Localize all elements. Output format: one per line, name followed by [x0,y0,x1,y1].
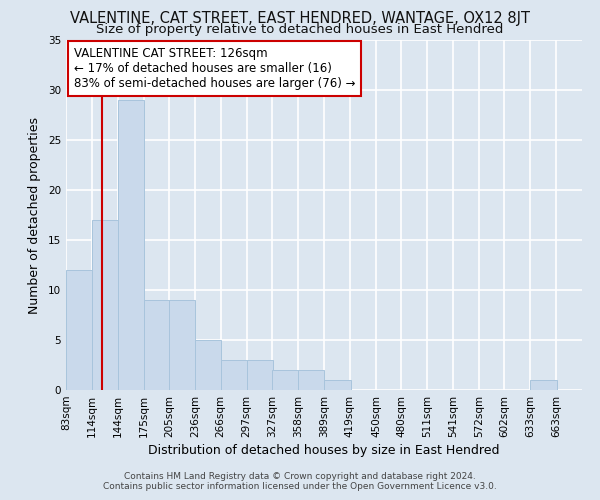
Bar [118,100,143,390]
Bar [221,360,247,390]
Text: Size of property relative to detached houses in East Hendred: Size of property relative to detached ho… [97,22,503,36]
Text: VALENTINE, CAT STREET, EAST HENDRED, WANTAGE, OX12 8JT: VALENTINE, CAT STREET, EAST HENDRED, WAN… [70,11,530,26]
Bar [247,360,273,390]
Bar [169,300,195,390]
Bar [325,380,350,390]
Bar [530,380,557,390]
Bar [92,220,118,390]
Bar [66,270,92,390]
Bar [143,300,170,390]
Text: Contains HM Land Registry data © Crown copyright and database right 2024.: Contains HM Land Registry data © Crown c… [124,472,476,481]
Bar [195,340,221,390]
Text: VALENTINE CAT STREET: 126sqm
← 17% of detached houses are smaller (16)
83% of se: VALENTINE CAT STREET: 126sqm ← 17% of de… [74,47,355,90]
Bar [298,370,325,390]
X-axis label: Distribution of detached houses by size in East Hendred: Distribution of detached houses by size … [148,444,500,457]
Y-axis label: Number of detached properties: Number of detached properties [28,116,41,314]
Text: Contains public sector information licensed under the Open Government Licence v3: Contains public sector information licen… [103,482,497,491]
Bar [272,370,298,390]
